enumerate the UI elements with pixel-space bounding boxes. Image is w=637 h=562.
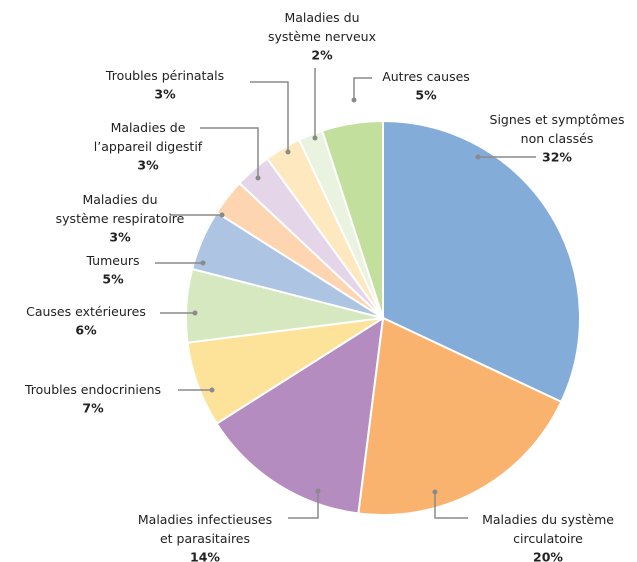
value-label: 3% [137,158,159,173]
slice-label: Maladies du système nerveux [268,10,376,44]
leader-dot [432,489,438,495]
slice-label: Signes et symptômes non classés [490,112,625,146]
leader-dot [219,212,225,218]
slice-label: Maladies infectieuses et parasitaires [138,512,272,546]
slice-label: Maladies du système respiratoire [56,192,185,226]
value-label: 2% [311,48,333,63]
leader-dot [315,488,321,494]
leader-dot [192,310,198,316]
value-label: 3% [109,230,131,245]
pie-slice [357,316,563,516]
slice-label: Tumeurs [85,253,139,268]
value-label: 14% [190,550,220,562]
slice-label: Causes extérieures [26,304,146,319]
leader-line [434,492,468,519]
slice-label: Maladies de l’appareil digestif [94,120,203,154]
value-label: 20% [533,550,563,562]
pie-slice [320,119,384,319]
leader-dot [285,149,291,155]
leader-line [200,127,259,178]
value-label: 32% [542,150,572,165]
value-label: 7% [82,401,104,416]
pie-slice [215,316,385,515]
slice-label: Autres causes [382,69,470,84]
leader-line [353,77,372,100]
leader-line [288,491,319,519]
value-label: 3% [154,87,176,102]
slice-label: Maladies du système circulatoire [482,512,614,546]
leader-dot [312,135,318,141]
leader-dot [255,175,261,181]
leader-dot [351,97,357,103]
leader-dot [209,387,215,393]
slice-label: Troubles endocriniens [24,382,161,397]
slice-label: Troubles périnatals [105,68,224,83]
value-label: 6% [75,323,97,338]
value-label: 5% [415,88,437,103]
pie-slice [382,119,581,404]
leader-dot [475,154,481,160]
leader-line [250,81,289,152]
leader-dot [200,260,206,266]
value-label: 5% [102,272,124,287]
